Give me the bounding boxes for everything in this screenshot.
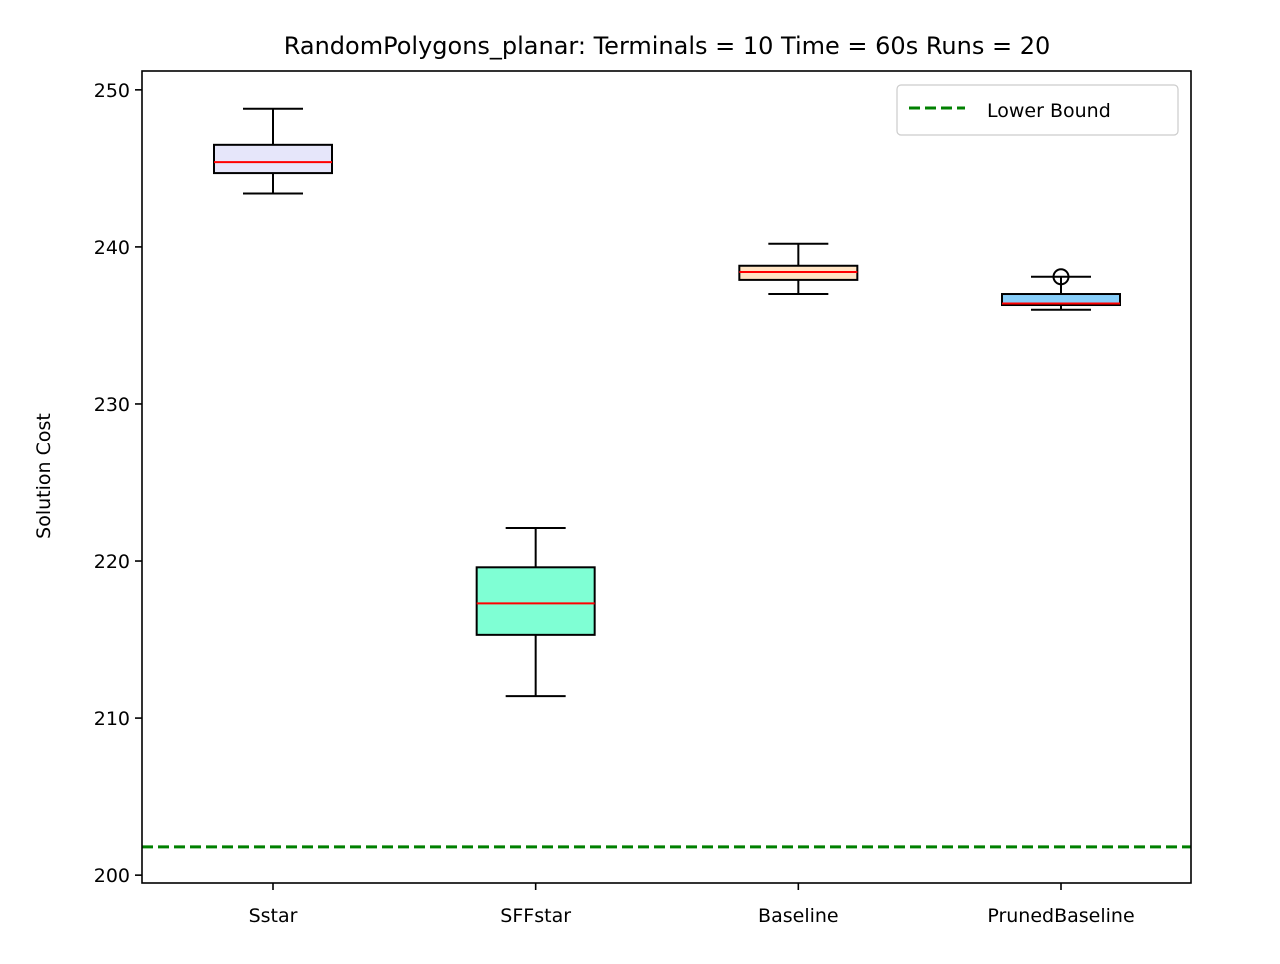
box-sstar (213, 107, 333, 195)
y-tick-label: 230 (94, 394, 130, 416)
legend-label-lower-bound: Lower Bound (987, 100, 1111, 122)
chart-title: RandomPolygons_planar: Terminals = 10 Ti… (284, 32, 1051, 60)
x-tick-label: Sstar (249, 905, 298, 927)
box-iqr (475, 566, 596, 636)
chart-marks: 200 210 220 230 240 250 Sstar SFFstar Baseline Pr… (94, 80, 1191, 927)
box-prunedbaseline (1001, 268, 1121, 311)
y-tick-label: 210 (94, 708, 130, 730)
x-tick-label: SFFstar (500, 905, 571, 927)
outlier-point (1052, 268, 1070, 286)
box-baseline (738, 242, 859, 296)
y-tick-label: 240 (94, 237, 130, 259)
x-tick-label: Baseline (758, 905, 839, 927)
legend-frame (896, 84, 1179, 136)
box-iqr (213, 143, 333, 175)
y-tick-label: 250 (94, 80, 130, 102)
x-tick-label: PrunedBaseline (987, 905, 1134, 927)
y-axis-label: Solution Cost (33, 413, 55, 539)
plot-frame (141, 70, 1192, 884)
legend: Lower Bound (896, 84, 1179, 136)
box-sffstar (475, 527, 596, 698)
y-tick-label: 220 (94, 551, 130, 573)
y-tick-label: 200 (94, 865, 130, 887)
box-iqr (1001, 293, 1121, 307)
